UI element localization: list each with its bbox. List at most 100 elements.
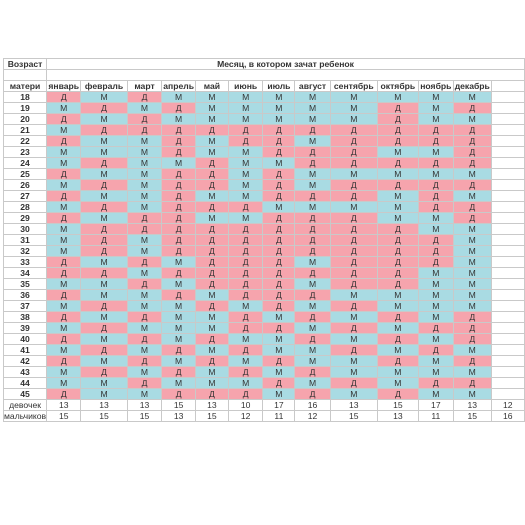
boy-cell: М <box>80 388 128 400</box>
total-count: 13 <box>126 399 163 411</box>
girl-cell: Д <box>294 333 331 345</box>
girl-cell: Д <box>46 388 82 400</box>
mother-age-cell: 40 <box>2 333 48 345</box>
girl-cell: Д <box>80 201 128 213</box>
girl-cell: Д <box>417 322 454 334</box>
boy-cell: М <box>329 113 379 125</box>
month-header-title: Месяц, в котором зачат ребенок <box>46 58 525 70</box>
total-count: 15 <box>194 410 229 422</box>
girl-cell: Д <box>294 245 331 257</box>
boy-cell: М <box>377 300 419 312</box>
table-row: 19 М Д М Д М М М М М Д М Д <box>2 102 525 114</box>
boy-cell: М <box>294 278 331 290</box>
totals-row: мальчиков 15 15 15 13 15 12 11 12 15 13 11 15 16 <box>2 410 525 422</box>
total-count: 15 <box>452 410 492 422</box>
girl-cell: Д <box>452 201 492 213</box>
boy-cell: М <box>417 113 454 125</box>
boy-cell: М <box>126 344 163 356</box>
empty-cell <box>490 201 525 213</box>
girl-cell: Д <box>80 157 128 169</box>
girl-cell: Д <box>161 124 196 136</box>
boy-cell: М <box>452 234 492 246</box>
boy-cell: М <box>46 234 82 246</box>
month-header: ноябрь <box>417 80 454 92</box>
table-row: 32 М Д М Д Д Д Д Д Д Д Д М <box>2 245 525 257</box>
girl-cell: Д <box>194 333 229 345</box>
girl-cell: Д <box>294 146 331 158</box>
girl-cell: Д <box>377 311 419 323</box>
boy-cell: М <box>377 377 419 389</box>
empty-cell <box>490 322 525 334</box>
boy-cell: М <box>377 289 419 301</box>
girl-cell: Д <box>329 190 379 202</box>
table-row: 36 Д М М Д М Д Д Д М М М М <box>2 289 525 301</box>
empty-cell <box>490 366 525 378</box>
empty-cell <box>490 135 525 147</box>
mother-age-cell: 22 <box>2 135 48 147</box>
empty-cell <box>490 223 525 235</box>
boy-cell: М <box>46 146 82 158</box>
boy-cell: М <box>452 190 492 202</box>
mother-age-cell: 19 <box>2 102 48 114</box>
boy-cell: М <box>194 135 229 147</box>
girl-cell: Д <box>294 289 331 301</box>
boy-cell: М <box>417 267 454 279</box>
boy-cell: М <box>262 201 296 213</box>
girl-cell: Д <box>194 124 229 136</box>
mother-age-cell: 38 <box>2 311 48 323</box>
boy-cell: М <box>262 344 296 356</box>
table-row: 39 М Д М М М Д Д М Д М Д Д <box>2 322 525 334</box>
boy-cell: М <box>227 157 264 169</box>
empty-cell <box>490 91 525 103</box>
empty-cell <box>490 256 525 268</box>
table-row: 26 М Д М Д Д М Д М Д Д Д Д <box>2 179 525 191</box>
total-count: 12 <box>490 399 525 411</box>
boy-cell: М <box>377 366 419 378</box>
total-count: 15 <box>80 410 128 422</box>
totals-row: девочек 13 13 13 15 13 10 17 16 13 15 17 13 12 <box>2 399 525 411</box>
boy-cell: М <box>329 388 379 400</box>
girl-cell: Д <box>329 245 379 257</box>
boy-cell: М <box>417 168 454 180</box>
boy-cell: М <box>417 289 454 301</box>
table-row: 24 М Д М М Д М М Д Д Д Д Д <box>2 157 525 169</box>
boy-cell: М <box>161 333 196 345</box>
boy-cell: М <box>227 179 264 191</box>
boy-cell: М <box>417 366 454 378</box>
empty-cell <box>490 113 525 125</box>
girl-cell: Д <box>417 179 454 191</box>
girl-cell: Д <box>377 245 419 257</box>
month-header: январь <box>46 80 82 92</box>
mother-age-cell: 37 <box>2 300 48 312</box>
girl-cell: Д <box>452 124 492 136</box>
boy-cell: М <box>452 113 492 125</box>
boy-cell: М <box>329 91 379 103</box>
girl-cell: Д <box>294 366 331 378</box>
boy-cell: М <box>294 322 331 334</box>
table-row: 34 Д Д М Д Д Д Д Д Д Д М М <box>2 267 525 279</box>
table-row: 38 Д М Д М М Д М Д М Д М Д <box>2 311 525 323</box>
month-header: март <box>126 80 163 92</box>
mother-age-cell: 23 <box>2 146 48 158</box>
boy-cell: М <box>161 300 196 312</box>
girl-cell: Д <box>227 135 264 147</box>
girl-cell: Д <box>329 377 379 389</box>
girl-cell: Д <box>329 278 379 290</box>
empty-cell <box>490 179 525 191</box>
boy-cell: М <box>294 179 331 191</box>
boy-cell: М <box>46 278 82 290</box>
girl-cell: Д <box>417 344 454 356</box>
empty-cell <box>490 124 525 136</box>
girl-cell: Д <box>126 212 163 224</box>
total-count: 11 <box>262 410 296 422</box>
boy-cell: М <box>194 322 229 334</box>
mother-age-cell: 32 <box>2 245 48 257</box>
table-row: 37 М Д М М Д М Д М Д М М М <box>2 300 525 312</box>
total-count: 10 <box>227 399 264 411</box>
boy-cell: М <box>126 179 163 191</box>
month-header: август <box>294 80 331 92</box>
boy-cell: М <box>194 113 229 125</box>
girl-cell: Д <box>329 212 379 224</box>
girl-cell: Д <box>80 245 128 257</box>
girl-cell: Д <box>194 223 229 235</box>
